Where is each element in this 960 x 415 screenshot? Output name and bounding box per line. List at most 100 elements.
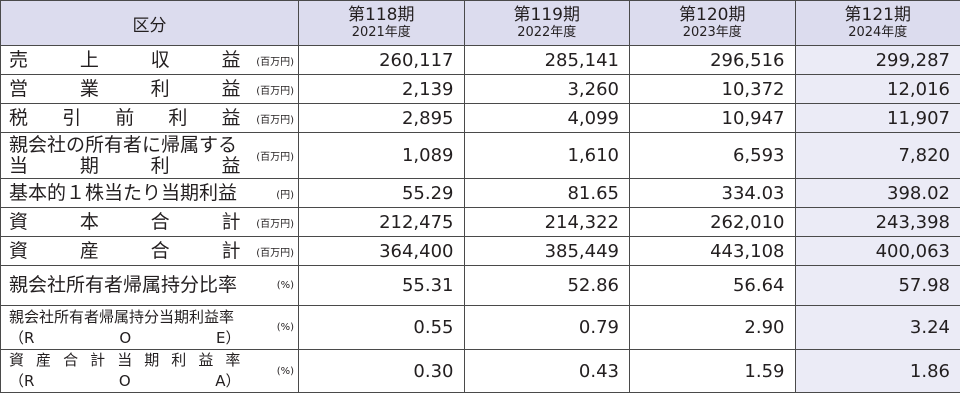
label-char: 利 [150,77,170,100]
fiscal-year: 2023年度 [682,25,742,40]
label-char: 益 [221,154,241,177]
label-line-2: 当 期 利 益 [9,154,241,177]
value-cell: 260,117 [298,45,465,75]
value-cell: 55.29 [298,178,465,208]
label-char: O [119,328,132,347]
unit-label: (%) [240,265,299,306]
row-label: 資 産 合 計 [0,236,241,266]
label-line-1: 親会社所有者帰属持分当期利益率 [9,307,235,326]
label-char: 合 [150,239,170,262]
value-cell: 443,108 [629,236,796,266]
table-row: 親会社所有者帰属持分当期利益率 （R O E） (%) 0.55 0.79 2.… [0,305,960,350]
unit-label: (百万円) [240,132,299,179]
value-cell: 4,099 [463,103,630,133]
label-char: 引 [62,106,82,129]
row-label: 税 引 前 利 益 [0,103,241,133]
label-char: 産 [79,239,99,262]
value-cell: 1,089 [298,132,465,179]
value-cell: 11,907 [794,103,960,133]
value-cell: 10,947 [629,103,796,133]
unit-label: (百万円) [240,236,299,266]
period-header: 第121期 2024年度 [794,0,960,46]
value-cell: 0.30 [298,349,465,393]
value-cell: 214,322 [463,207,630,237]
value-cell: 3,260 [463,74,630,104]
label-char: 産 [36,351,52,369]
label-line-2: （R O E） [9,328,241,349]
value-cell: 6,593 [629,132,796,179]
value-cell: 2,139 [298,74,465,104]
value-cell: 1.86 [794,349,960,393]
label-char: 当 [117,351,133,369]
label-char: 資 [9,351,25,369]
label-char: 上 [79,48,99,71]
label-char: 売 [9,48,29,71]
value-cell: 3.24 [794,305,960,350]
label-char: 業 [79,77,99,100]
row-label: 親会社所有者帰属持分比率 [0,265,241,306]
table-row: 親会社所有者帰属持分比率 (%) 55.31 52.86 56.64 57.98 [0,265,960,306]
unit-label: (%) [240,305,299,350]
value-cell: 1.59 [629,349,796,393]
fiscal-year: 2022年度 [517,25,577,40]
value-cell: 55.31 [298,265,465,306]
label-char: 期 [144,351,160,369]
table-row: 資 産 合 計 (百万円) 364,400 385,449 443,108 40… [0,236,960,266]
row-label: 親会社所有者帰属持分当期利益率 （R O E） [0,305,241,350]
label-char: 利 [171,351,187,369]
label-char: 益 [221,77,241,100]
unit-label: (百万円) [240,207,299,237]
value-cell: 10,372 [629,74,796,104]
label-char: 資 [9,239,29,262]
label-char: 益 [221,48,241,71]
value-cell: 2.90 [629,305,796,350]
label-char: 益 [221,106,241,129]
value-cell: 0.43 [463,349,630,393]
label-char: （R [9,372,35,390]
value-cell: 7,820 [794,132,960,179]
row-label: 営 業 利 益 [0,74,241,104]
label-char: O [118,372,131,390]
value-cell: 364,400 [298,236,465,266]
row-label: 親会社の所有者に帰属する 当 期 利 益 [0,132,241,179]
label-char: 益 [198,351,214,369]
table-row: 親会社の所有者に帰属する 当 期 利 益 (百万円) 1,089 1,610 6… [0,132,960,179]
table-row: 基本的１株当たり当期利益 (円) 55.29 81.65 334.03 398.… [0,178,960,208]
label-char: 資 [9,210,29,233]
unit-label: (%) [240,349,299,393]
financial-summary-table: 区分 第118期 2021年度 第119期 2022年度 第120期 2023年度 第… [0,0,960,393]
value-cell: 81.65 [463,178,630,208]
value-cell: 262,010 [629,207,796,237]
period-header: 第119期 2022年度 [463,0,630,46]
unit-label: (百万円) [240,103,299,133]
period-header: 第120期 2023年度 [629,0,796,46]
category-header: 区分 [0,0,299,46]
label-line-1: 親会社の所有者に帰属する [9,133,238,156]
label-char: 率 [225,351,241,369]
fiscal-year: 2024年度 [848,25,908,40]
period-number: 第118期 [348,5,415,25]
row-label: 基本的１株当たり当期利益 [0,178,241,208]
period-number: 第121期 [844,5,911,25]
period-header: 第118期 2021年度 [298,0,465,46]
label-char: 収 [150,48,170,71]
label-char: 営 [9,77,29,100]
row-label: 売 上 収 益 [0,45,241,75]
header-row: 区分 第118期 2021年度 第119期 2022年度 第120期 2023年度 第… [0,0,960,46]
label-char: 利 [168,106,188,129]
unit-label: (円) [240,178,299,208]
table-row: 資 産 合 計 当 期 利 益 率 （R O A） (%) 0.30 0.4 [0,349,960,393]
value-cell: 296,516 [629,45,796,75]
label-char: 合 [63,351,79,369]
value-cell: 12,016 [794,74,960,104]
table-row: 資 本 合 計 (百万円) 212,475 214,322 262,010 24… [0,207,960,237]
label-char: （R [9,328,35,347]
label-char: 利 [150,154,170,177]
value-cell: 212,475 [298,207,465,237]
value-cell: 400,063 [794,236,960,266]
label-line-1: 資 産 合 計 当 期 利 益 率 [9,350,241,371]
label-char: A） [215,372,241,390]
row-label: 資 産 合 計 当 期 利 益 率 （R O A） [0,349,241,393]
fiscal-year: 2021年度 [351,25,411,40]
value-cell: 243,398 [794,207,960,237]
